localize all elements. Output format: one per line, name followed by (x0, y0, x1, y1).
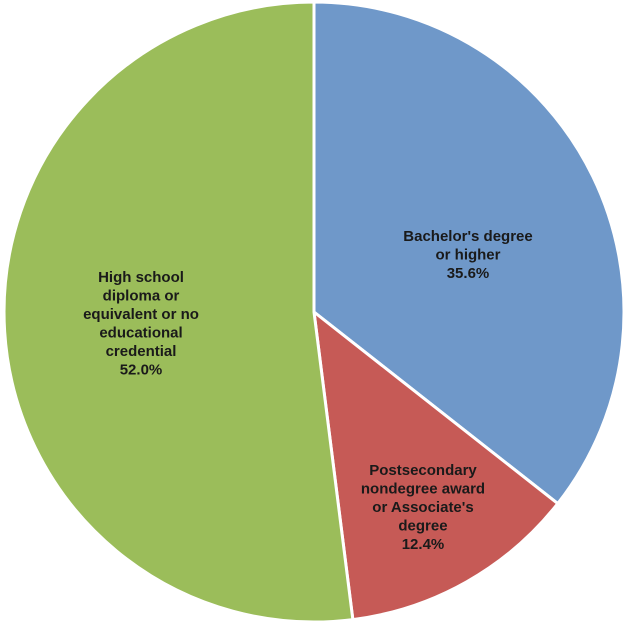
slice-label-line: or higher (435, 247, 500, 264)
pie-labels: Bachelor's degree or higher 35.6% Postsecon… (83, 228, 533, 553)
slice-label-3: High school diploma or equivalent or no edu… (83, 269, 199, 379)
pie-slice-1 (312, 0, 626, 506)
slice-label-line: Bachelor's degree (403, 228, 532, 245)
slice-label-2: Postsecondary nondegree award or Associate… (361, 462, 485, 553)
slice-label-1: Bachelor's degree or higher 35.6% (403, 228, 532, 282)
pie-slice-2 (312, 308, 560, 622)
slice-label-line: Postsecondary (369, 462, 477, 479)
slice-label-line: or Associate's (372, 499, 473, 516)
slice-label-line: credential (106, 343, 177, 360)
slice-label-line: 12.4% (402, 536, 445, 553)
slice-label-line: diploma or (103, 288, 180, 305)
slice-label-line: equivalent or no (83, 306, 199, 323)
slice-label-line: educational (99, 325, 182, 342)
slice-label-line: 35.6% (447, 265, 490, 282)
slice-label-line: nondegree award (361, 481, 485, 498)
slice-label-line: 52.0% (120, 362, 163, 379)
slice-label-line: degree (398, 518, 447, 535)
slice-label-line: High school (98, 269, 184, 286)
pie-slice-3 (2, 0, 355, 624)
